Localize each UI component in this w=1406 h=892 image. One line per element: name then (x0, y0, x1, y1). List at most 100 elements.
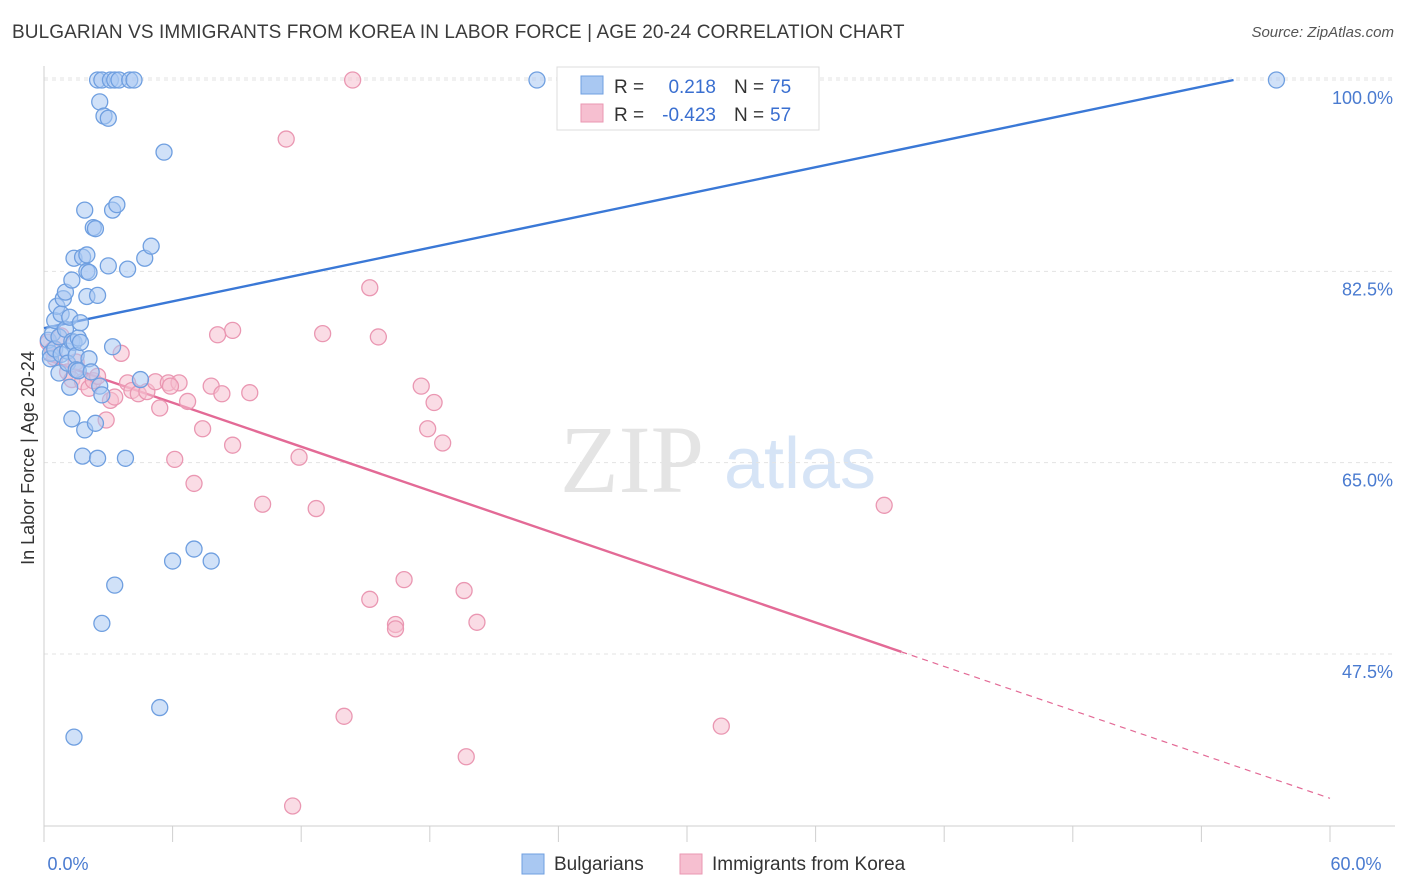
point-korea (875, 496, 893, 514)
y-tick-label: 65.0% (1342, 471, 1393, 491)
source-label: Source: ZipAtlas.com (1251, 24, 1394, 41)
axes (43, 66, 1395, 842)
point-bulgarians (185, 540, 203, 558)
point-korea (369, 328, 388, 346)
bottom-legend-label-bulgarians: Bulgarians (554, 854, 644, 875)
trend-line-bulgarians (43, 78, 1234, 330)
point-bulgarians (76, 201, 94, 219)
point-korea (283, 797, 302, 815)
point-korea (455, 581, 473, 600)
point-korea (457, 748, 475, 766)
point-korea (412, 377, 430, 395)
chart-title: BULGARIAN VS IMMIGRANTS FROM KOREA IN LA… (12, 22, 905, 43)
point-korea (395, 571, 413, 589)
point-korea (223, 436, 242, 454)
point-bulgarians (528, 71, 546, 89)
point-korea (277, 130, 295, 148)
point-korea (290, 448, 308, 466)
point-korea (307, 499, 325, 518)
point-korea (712, 717, 730, 735)
point-bulgarians (73, 447, 92, 465)
point-korea (434, 434, 452, 452)
point-korea (419, 420, 437, 438)
point-korea (343, 71, 362, 89)
point-korea (241, 384, 259, 402)
point-bulgarians (103, 338, 122, 356)
y-axis-label: In Labor Force | Age 20-24 (18, 351, 38, 565)
legend-r-label-1: R = (614, 77, 644, 98)
series-bulgarians-points (39, 71, 1286, 746)
point-bulgarians (202, 552, 220, 570)
point-bulgarians (88, 449, 107, 467)
grid-lines (44, 77, 1395, 655)
legend-swatch-blue (580, 75, 604, 95)
point-bulgarians (78, 246, 96, 264)
point-bulgarians (82, 363, 100, 381)
watermark-zip: ZIP (560, 406, 704, 513)
point-bulgarians (63, 271, 81, 289)
point-korea (313, 325, 332, 343)
legend-r-value-1: 0.218 (668, 77, 716, 98)
point-bulgarians (142, 237, 160, 255)
point-bulgarians (88, 286, 107, 305)
point-korea (208, 326, 227, 344)
point-bulgarians (93, 614, 111, 633)
legend-swatch-pink (580, 103, 604, 123)
legend-r-label-2: R = (614, 105, 644, 126)
point-korea (468, 613, 486, 631)
point-bulgarians (131, 370, 150, 389)
point-bulgarians (116, 449, 135, 467)
point-korea (178, 392, 197, 411)
point-korea (223, 321, 242, 340)
point-bulgarians (1267, 71, 1286, 89)
bottom-legend-swatch-pink (679, 853, 703, 875)
stats-legend: R = 0.218 N = 75 R = -0.423 N = 57 (556, 66, 820, 131)
point-korea (361, 279, 379, 297)
point-bulgarians (151, 698, 169, 717)
point-bulgarians (125, 71, 143, 89)
point-bulgarians (108, 195, 126, 214)
point-bulgarians (118, 260, 137, 278)
point-korea (361, 590, 379, 608)
legend-n-value-2: 57 (770, 105, 791, 126)
point-bulgarians (99, 257, 117, 275)
point-bulgarians (155, 143, 173, 161)
point-bulgarians (86, 220, 105, 238)
point-korea (185, 474, 203, 493)
point-korea (386, 620, 405, 638)
point-korea (253, 495, 272, 513)
series-legend: Bulgarians Immigrants from Korea (521, 853, 906, 875)
y-tick-label: 82.5% (1342, 279, 1393, 299)
point-bulgarians (163, 552, 182, 570)
point-bulgarians (71, 314, 90, 332)
watermark-atlas: atlas (724, 424, 876, 504)
trend-line-korea (43, 357, 902, 653)
bottom-legend-swatch-blue (521, 853, 545, 875)
x-tick-label-max: 60.0% (1330, 854, 1381, 874)
point-bulgarians (99, 109, 117, 127)
point-bulgarians (61, 378, 79, 396)
legend-n-label-2: N = (734, 105, 764, 126)
point-bulgarians (91, 93, 109, 111)
legend-n-label-1: N = (734, 77, 764, 98)
point-korea (193, 420, 212, 438)
point-bulgarians (86, 414, 105, 432)
point-bulgarians (80, 263, 98, 282)
point-korea (151, 399, 169, 417)
point-bulgarians (63, 410, 81, 428)
y-tick-labels: 100.0% 82.5% 65.0% 47.5% (1332, 88, 1393, 682)
y-tick-label: 100.0% (1332, 88, 1393, 108)
y-tick-label: 47.5% (1342, 662, 1393, 682)
legend-n-value-1: 75 (770, 77, 791, 98)
point-bulgarians (93, 386, 111, 404)
point-korea (425, 393, 443, 412)
x-tick-label-min: 0.0% (47, 854, 88, 874)
point-bulgarians (106, 576, 124, 594)
trend-line-extension (901, 651, 1331, 799)
point-korea (161, 377, 180, 395)
point-bulgarians (65, 728, 83, 746)
legend-r-value-2: -0.423 (662, 105, 716, 126)
point-bulgarians (71, 333, 90, 352)
point-korea (213, 385, 231, 403)
